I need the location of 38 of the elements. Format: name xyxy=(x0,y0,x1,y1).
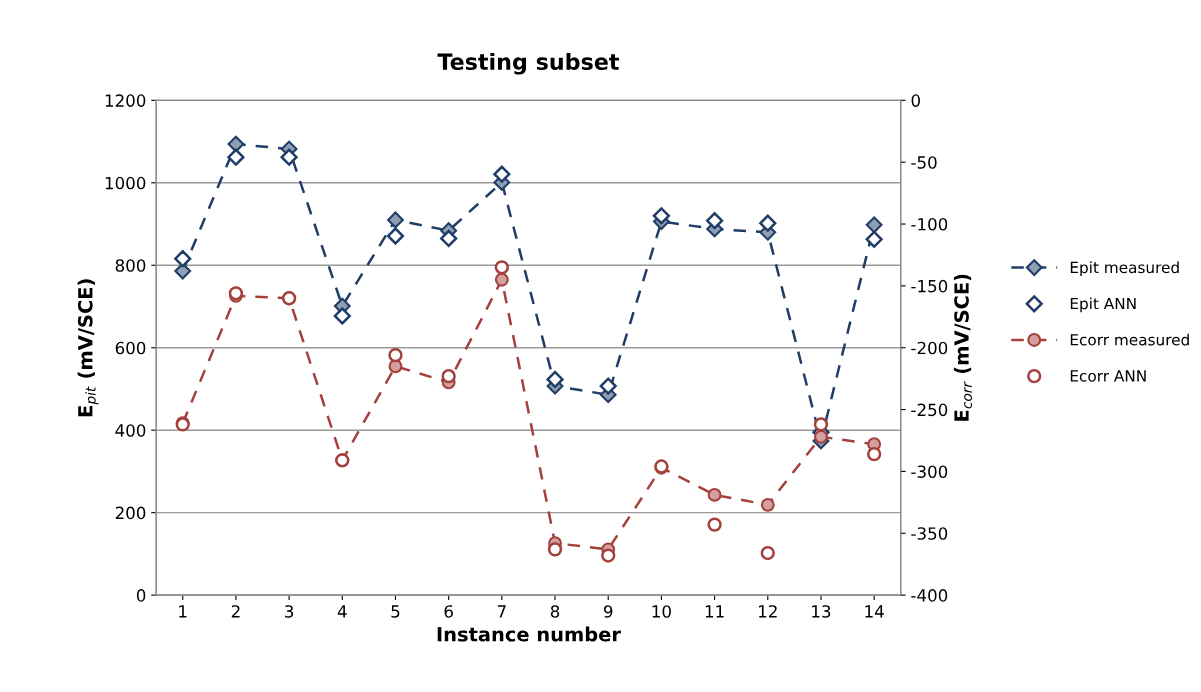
x-tick-label: 11 xyxy=(705,605,724,618)
x-tick-label: 1 xyxy=(179,605,187,618)
chart-title: Testing subset xyxy=(437,52,619,75)
y2-tick-label: -200 xyxy=(911,341,948,355)
legend-label: Epit measured xyxy=(1070,261,1179,277)
x-tick-label: 9 xyxy=(603,605,613,618)
x-tick-label: 8 xyxy=(550,605,560,618)
y2-tick-label: -250 xyxy=(911,403,948,417)
legend-label: Ecorr measured xyxy=(1070,333,1189,346)
legend-label: Epit ANN xyxy=(1070,297,1136,313)
y-axis-title: E$_{pit}$ (mV/SCE) xyxy=(77,279,99,417)
x-tick-label: 6 xyxy=(444,605,453,618)
x-tick-label: 4 xyxy=(337,605,347,618)
x-axis-title: Instance number xyxy=(437,626,621,642)
x-tick-label: 5 xyxy=(391,605,400,618)
y2-tick-label: -350 xyxy=(911,527,948,540)
y-tick-label: 1000 xyxy=(105,176,146,190)
y-tick-label: 600 xyxy=(115,341,146,355)
y-tick-label: 800 xyxy=(115,259,146,272)
y2-axis-title: E$_{corr}$ (mV/SCE) xyxy=(953,274,972,421)
y2-tick-label: -50 xyxy=(911,156,937,169)
x-tick-label: 2 xyxy=(231,605,240,618)
y2-tick-label: -300 xyxy=(911,465,948,478)
x-tick-label: 10 xyxy=(652,605,671,618)
y2-tick-label: -100 xyxy=(911,218,948,231)
y-tick-label: 400 xyxy=(115,424,146,437)
legend-label: Ecorr ANN xyxy=(1070,370,1146,382)
y-tick-label: 200 xyxy=(115,506,146,520)
x-tick-label: 7 xyxy=(497,605,506,618)
y2-tick-label: -400 xyxy=(911,589,948,602)
x-tick-label: 14 xyxy=(865,605,884,618)
x-tick-label: 3 xyxy=(285,605,294,618)
y2-tick-label: 0 xyxy=(911,94,920,107)
y2-tick-label: -150 xyxy=(911,279,948,293)
x-tick-label: 12 xyxy=(759,605,777,618)
y-tick-label: 1200 xyxy=(105,94,146,107)
y-tick-label: 0 xyxy=(136,589,146,602)
x-tick-label: 13 xyxy=(812,605,831,618)
